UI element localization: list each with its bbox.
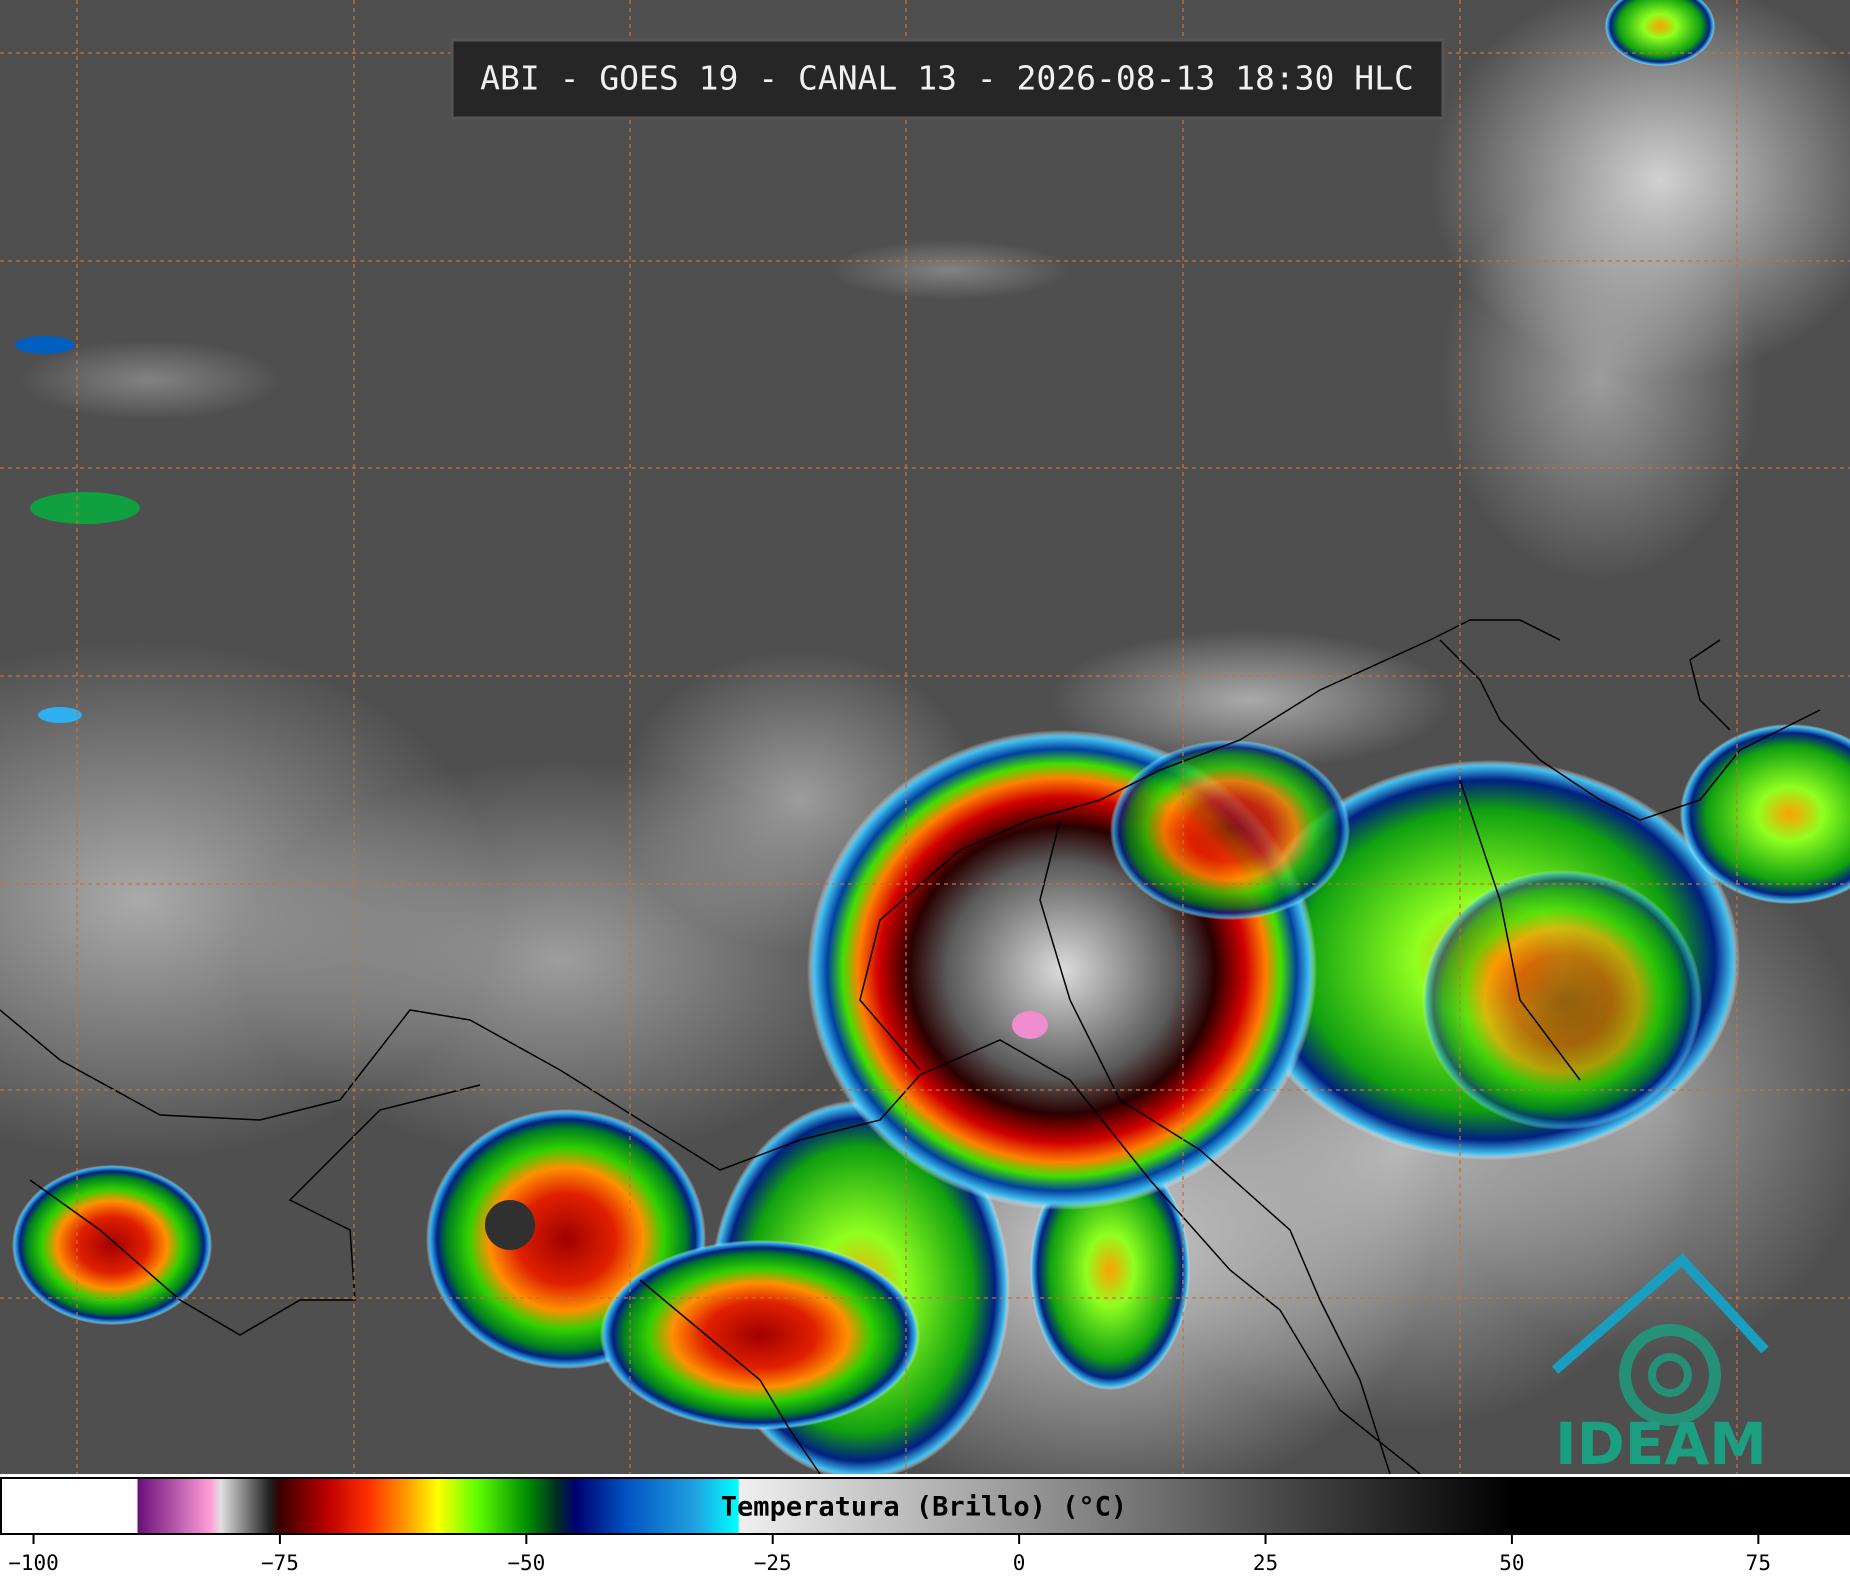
colorbar-label: Temperatura (Brillo) (°C) <box>721 1492 1127 1523</box>
logo-text: IDEAM <box>1555 1410 1767 1478</box>
tick-label: −75 <box>261 1551 299 1575</box>
tick-label: −50 <box>507 1551 545 1575</box>
tick-label: 25 <box>1253 1551 1278 1575</box>
storm-cells <box>12 0 1850 1480</box>
tick-label: 75 <box>1746 1551 1771 1575</box>
tick-label: −100 <box>8 1551 59 1575</box>
title-box <box>450 38 1445 120</box>
tick-label: −25 <box>754 1551 792 1575</box>
title: ABI - GOES 19 - CANAL 13 - 2026-08-13 18… <box>480 59 1414 98</box>
logo: IDEAM <box>1551 1253 1769 1478</box>
colorbar-ticks: −100 −75 −50 −25 0 25 50 75 <box>8 1534 1771 1575</box>
tick-label: 50 <box>1499 1551 1524 1575</box>
graticule <box>0 0 1850 1474</box>
coastlines <box>0 619 1821 1475</box>
tick-label: 0 <box>1013 1551 1026 1575</box>
colorbar <box>0 1477 1850 1535</box>
